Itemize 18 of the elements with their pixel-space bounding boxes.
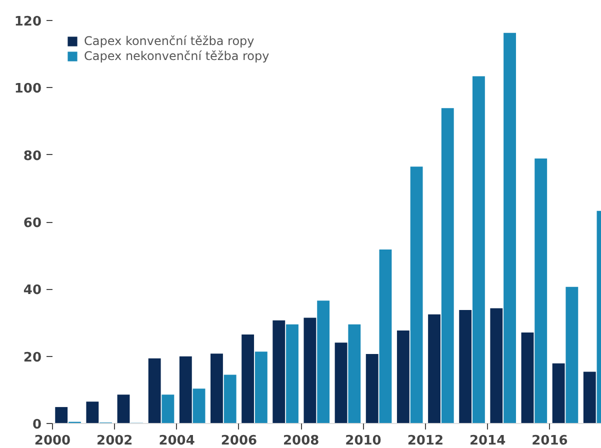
legend-label: Capex nekonvenční těžba ropy <box>84 49 270 63</box>
y-tick-label: 80 <box>23 148 42 164</box>
x-tick-label: 2004 <box>158 434 195 448</box>
x-tick-label: 2006 <box>220 434 258 448</box>
x-tick-label: 2000 <box>34 434 71 448</box>
x-tick-label: 2012 <box>407 434 444 448</box>
x-tick-label: 2016 <box>532 434 568 448</box>
x-tick-label: 2002 <box>96 434 133 448</box>
legend-label: Capex konvenční těžba ropy <box>84 34 254 48</box>
x-tick-label: 2014 <box>469 434 506 448</box>
y-tick-label: 60 <box>23 216 42 231</box>
x-tick-label: 2008 <box>283 434 320 448</box>
y-tick-label: 100 <box>14 82 42 97</box>
x-tick-label: 2010 <box>345 434 382 448</box>
y-tick-label: 0 <box>32 418 42 432</box>
y-tick-label: 40 <box>23 283 42 298</box>
y-tick-label: 120 <box>14 14 42 30</box>
y-tick-label: 20 <box>23 350 42 366</box>
